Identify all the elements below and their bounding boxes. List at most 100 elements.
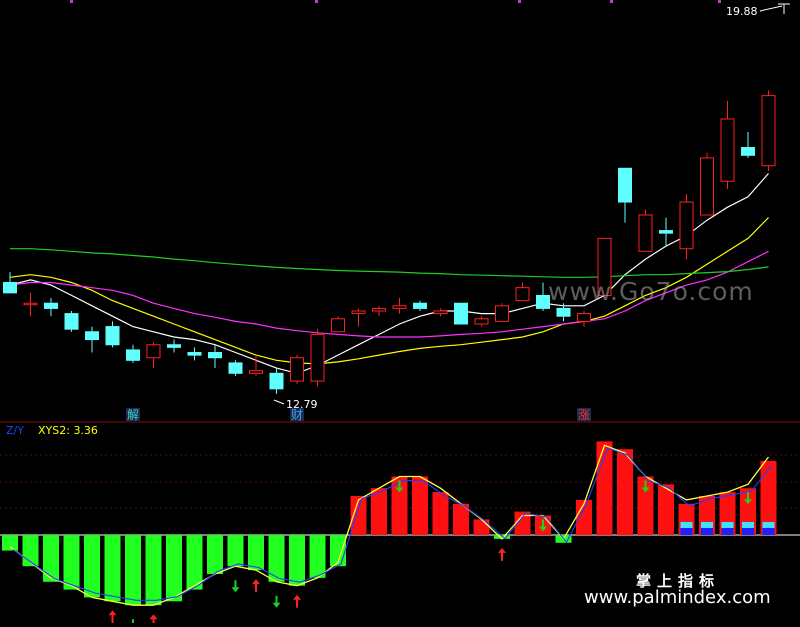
watermark-cn: 掌上指标: [636, 572, 721, 590]
annotation-box: [126, 408, 140, 421]
indicator-bar: [596, 441, 613, 535]
indicator-cyan: [721, 522, 734, 528]
top-tick: [610, 0, 613, 3]
candle-body: [495, 305, 509, 322]
candle-body: [372, 307, 386, 312]
annotation-box: [290, 408, 304, 421]
ma-line: [10, 248, 769, 278]
price-high-label: 19.88: [726, 5, 758, 18]
candle-body: [556, 307, 571, 317]
arrow-up-head: [108, 610, 117, 616]
candle-body: [433, 310, 448, 315]
indicator-bar: [63, 535, 80, 590]
indicator-bar: [453, 503, 469, 535]
candle-body: [536, 294, 550, 309]
candle-body: [208, 352, 222, 359]
indicator-blue: [680, 528, 693, 535]
low-pointer: [273, 399, 285, 405]
candle-body: [454, 302, 468, 325]
indicator-bar: [658, 484, 674, 535]
annotation-box: [577, 408, 591, 421]
indicator-bar: [104, 535, 121, 602]
indicator-blue: [721, 528, 734, 535]
candle-body: [597, 237, 612, 296]
candle-body: [515, 287, 530, 302]
arrow-down-head: [272, 602, 281, 608]
candle-body: [249, 370, 263, 374]
candle-body: [228, 362, 243, 374]
candle-body: [187, 352, 202, 356]
indicator-bar: [43, 535, 59, 582]
indicator-bar: [248, 535, 264, 571]
indicator-cyan: [762, 522, 775, 528]
indicator-bar: [371, 488, 387, 535]
indicator-bar: [207, 535, 223, 574]
candle-body: [638, 214, 653, 252]
annotation-label: 解: [127, 408, 139, 422]
indicator-line-xys1: [12, 447, 772, 601]
indicator-label-xys2: XYS2: 3.36: [38, 424, 98, 437]
price-low-label: 12.79: [286, 398, 318, 411]
candle-body: [167, 344, 181, 348]
candle-body: [618, 167, 632, 203]
indicator-bar: [412, 476, 428, 535]
ma-line: [9, 173, 769, 374]
ma-line: [9, 217, 769, 365]
indicator-bar: [227, 535, 244, 567]
indicator-bar: [432, 492, 449, 535]
candle-body: [310, 333, 325, 382]
candle-body: [351, 310, 366, 315]
watermark-url: www.palmindex.com: [584, 587, 771, 608]
indicator-bar: [350, 496, 367, 535]
indicator-cyan: [680, 522, 693, 528]
watermark-site: www.Go7o.com: [548, 277, 754, 306]
indicator-bar: [166, 535, 182, 602]
candle-body: [85, 331, 99, 341]
candle-body: [3, 281, 17, 294]
arrow-down-head: [395, 487, 404, 493]
candle-body: [741, 147, 755, 156]
candle-body: [146, 344, 161, 359]
indicator-bar: [391, 476, 408, 535]
indicator-bar: [576, 499, 592, 535]
candle-body: [290, 357, 304, 382]
arrow-up-head: [293, 594, 301, 600]
indicator-cyan: [701, 522, 713, 528]
top-tick: [518, 0, 521, 3]
candle-body: [331, 318, 345, 333]
arrow-down-head: [539, 526, 547, 532]
indicator-bar: [309, 535, 326, 578]
candle-body: [105, 326, 120, 346]
indicator-bar: [330, 535, 346, 567]
high-pointer: [759, 5, 783, 12]
candle-body: [126, 349, 140, 361]
indicator-bar: [637, 476, 654, 535]
indicator-bar: [186, 535, 203, 590]
arrow-down-head: [641, 487, 650, 493]
indicator-bar: [473, 519, 490, 535]
candle-body: [577, 313, 591, 322]
indicator-blue: [701, 528, 713, 535]
top-tick: [70, 0, 73, 3]
indicator-label-xys1: Z/Y: [6, 424, 24, 437]
indicator-cyan: [742, 522, 754, 528]
top-tick: [718, 0, 721, 3]
arrow-down-head: [744, 499, 752, 505]
candle-body: [392, 305, 407, 309]
candle-body: [44, 302, 58, 309]
indicator-bar: [760, 460, 777, 535]
arrow-down-head: [231, 587, 240, 593]
indicator-blue: [762, 528, 775, 535]
indicator-bar: [2, 535, 18, 551]
candle-body: [413, 302, 427, 309]
top-tick: [315, 0, 318, 3]
indicator-bar: [125, 535, 141, 606]
indicator-bar: [84, 535, 100, 598]
indicator-bar: [617, 449, 633, 535]
indicator-blue: [742, 528, 754, 535]
indicator-bar: [145, 535, 162, 606]
arrow-up-head: [149, 614, 158, 620]
candle-body: [64, 313, 79, 330]
arrow-up-head: [252, 579, 260, 585]
